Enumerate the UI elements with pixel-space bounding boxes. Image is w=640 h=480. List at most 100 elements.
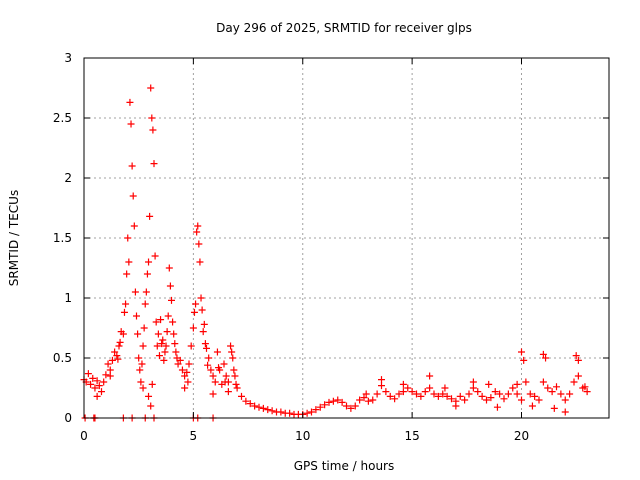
x-tick-label: 20: [514, 429, 529, 443]
data-point: [443, 392, 451, 400]
data-point: [160, 356, 168, 364]
data-point: [149, 126, 157, 134]
data-point: [104, 360, 112, 368]
data-point: [496, 390, 504, 398]
data-point: [426, 384, 434, 392]
data-point: [123, 270, 131, 278]
data-point: [469, 378, 477, 386]
data-point: [93, 377, 101, 385]
y-tick-label: 1: [64, 291, 72, 305]
data-point: [122, 300, 130, 308]
data-point: [531, 392, 539, 400]
data-point: [259, 404, 267, 412]
data-point: [550, 404, 558, 412]
data-point: [194, 222, 202, 230]
data-point: [286, 409, 294, 417]
data-point: [421, 388, 429, 396]
data-point: [338, 398, 346, 406]
data-point: [153, 342, 161, 350]
data-point: [190, 308, 198, 316]
data-point: [162, 342, 170, 350]
data-point: [163, 328, 171, 336]
data-point: [220, 360, 228, 368]
chart-title: Day 296 of 2025, SRMTID for receiver glp…: [216, 21, 472, 35]
data-point: [136, 366, 144, 374]
data-point: [215, 364, 223, 372]
data-point: [251, 402, 259, 410]
data-point: [413, 390, 420, 398]
data-point: [95, 382, 103, 390]
data-point: [129, 192, 137, 200]
data-point: [184, 378, 192, 386]
data-point: [189, 324, 197, 332]
data-point: [187, 342, 195, 350]
data-points: [80, 84, 591, 422]
data-point: [120, 308, 128, 316]
data-point: [399, 388, 407, 396]
data-point: [127, 120, 135, 128]
data-point: [155, 352, 163, 360]
data-point: [233, 384, 241, 392]
data-point: [151, 252, 159, 260]
data-point: [98, 388, 105, 396]
x-tick-label: 5: [190, 429, 198, 443]
data-point: [362, 390, 370, 398]
data-point: [154, 330, 162, 338]
data-point: [378, 376, 385, 384]
data-point: [84, 370, 92, 378]
data-point: [130, 222, 138, 230]
data-point: [166, 282, 174, 290]
data-point: [203, 344, 210, 352]
data-point: [207, 366, 215, 374]
y-tick-label: 2: [64, 171, 72, 185]
data-point: [193, 228, 201, 236]
data-point: [485, 380, 493, 388]
data-point: [134, 330, 142, 338]
data-point: [441, 384, 449, 392]
data-point: [542, 354, 550, 362]
data-point: [229, 354, 237, 362]
data-point: [404, 384, 412, 392]
data-point: [329, 397, 337, 405]
data-point: [150, 160, 158, 168]
data-point: [321, 401, 329, 409]
data-point: [238, 392, 245, 400]
data-point: [334, 396, 342, 404]
data-point: [303, 409, 311, 417]
data-point: [574, 372, 582, 380]
data-point: [351, 402, 359, 410]
data-point: [93, 392, 101, 400]
data-point: [161, 348, 169, 356]
data-point: [408, 388, 416, 396]
data-point: [87, 380, 95, 388]
data-point: [108, 356, 116, 364]
data-point: [478, 392, 486, 400]
data-point: [518, 348, 525, 356]
data-point: [200, 320, 208, 328]
data-point: [528, 402, 536, 410]
data-point: [242, 397, 250, 405]
data-point: [126, 98, 134, 106]
data-point: [204, 361, 212, 369]
data-point: [364, 397, 372, 405]
data-point: [518, 396, 525, 404]
data-point: [231, 372, 239, 380]
data-point: [174, 360, 182, 368]
data-point: [493, 403, 501, 411]
data-point: [246, 400, 254, 408]
data-point: [100, 378, 108, 386]
data-point: [165, 264, 173, 272]
data-point: [325, 398, 333, 406]
data-point: [227, 342, 235, 350]
data-point: [456, 392, 464, 400]
data-point: [316, 403, 324, 411]
data-point: [209, 390, 217, 398]
y-axis-label: SRMTID / TECUs: [7, 190, 21, 286]
grid-layer: [84, 58, 609, 418]
data-point: [360, 394, 368, 402]
data-point: [513, 390, 521, 398]
x-tick-label: 10: [295, 429, 310, 443]
data-point: [230, 366, 238, 374]
data-point: [539, 350, 547, 358]
